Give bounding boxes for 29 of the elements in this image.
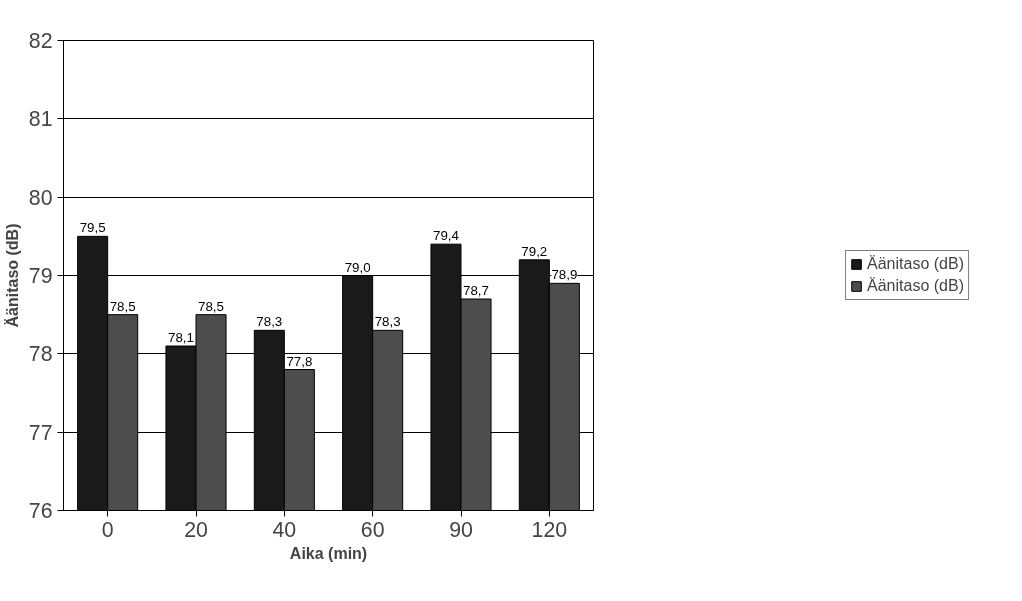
y-tick-label: 77 — [28, 420, 53, 445]
data-label: 78,9 — [551, 267, 578, 283]
y-axis-title: Äänitaso (dB) — [3, 223, 21, 328]
y-tick-label: 82 — [28, 29, 53, 53]
data-label: 79,5 — [79, 220, 106, 236]
x-tick-label: 90 — [449, 517, 473, 542]
legend-label: Äänitaso (dB) — [867, 255, 964, 273]
y-tick-label: 76 — [28, 499, 53, 523]
x-tick-label: 120 — [531, 517, 568, 542]
legend-label: Äänitaso (dB) — [867, 277, 964, 295]
y-tick-label: 81 — [28, 107, 53, 132]
data-label: 78,5 — [198, 298, 224, 314]
data-label: 78,1 — [168, 330, 194, 345]
x-tick-label: 60 — [360, 517, 385, 542]
data-label: 77,8 — [286, 353, 313, 369]
data-label: 79,0 — [344, 259, 371, 275]
data-label: 78,5 — [109, 298, 136, 314]
data-label: 78,7 — [463, 283, 489, 298]
x-tick-label: 20 — [184, 517, 208, 542]
data-label: 78,3 — [256, 314, 283, 330]
data-label: 79,4 — [433, 228, 460, 244]
y-tick-label: 79 — [28, 264, 53, 288]
x-tick-label: 40 — [272, 517, 297, 542]
data-label: 78,3 — [374, 314, 401, 330]
data-label: 79,2 — [521, 243, 548, 259]
y-tick-label: 78 — [28, 342, 53, 367]
y-tick-label: 80 — [28, 185, 53, 210]
x-axis-title: Aika (min) — [289, 544, 368, 562]
x-tick-label: 0 — [101, 517, 114, 542]
